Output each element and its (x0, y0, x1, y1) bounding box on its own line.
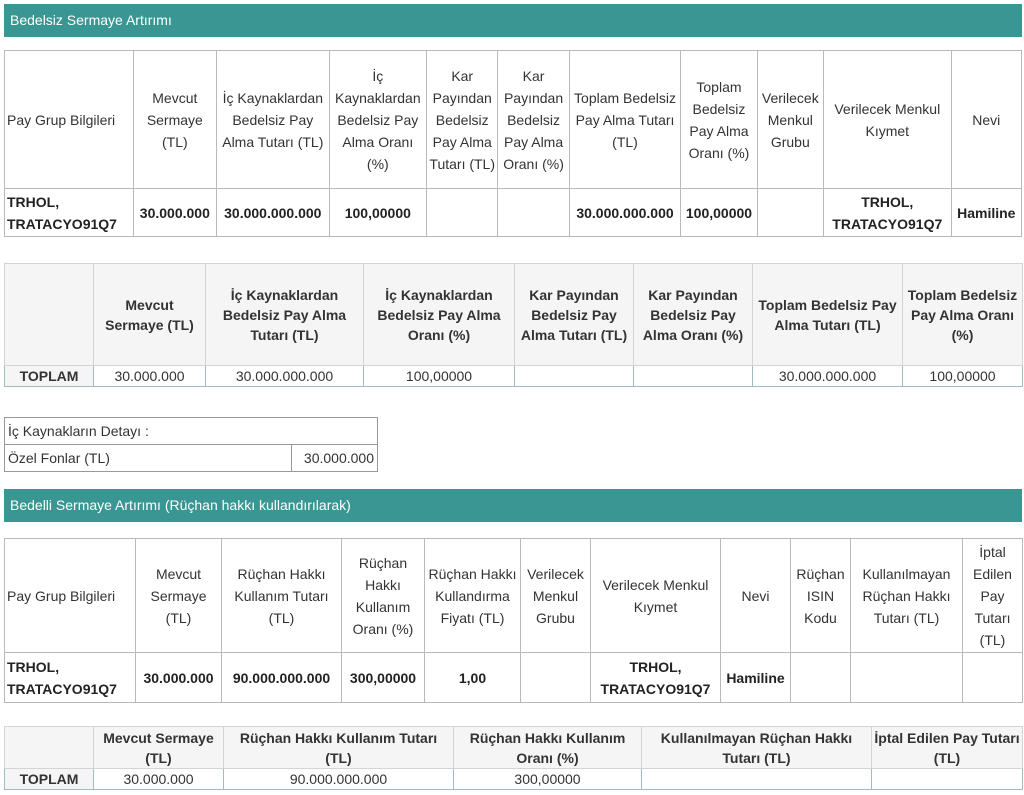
col-header: Verilecek Menkul Kıymet (590, 538, 721, 653)
detail-label: Özel Fonlar (TL) (4, 444, 292, 472)
col-header: Mevcut Sermaye (TL) (135, 538, 222, 653)
col-header: İptal Edilen Pay Tutarı (TL) (871, 726, 1023, 769)
cell: 30.000.000.000 (752, 365, 903, 387)
cell (756, 188, 824, 237)
cell: TRHOL, TRATACYO91Q7 (4, 188, 134, 237)
table-row: TRHOL, TRATACYO91Q7 30.000.000 30.000.00… (4, 188, 1023, 237)
cell (641, 768, 872, 790)
table-header-row: Pay Grup Bilgileri Mevcut Sermaye (TL) İ… (4, 50, 1023, 189)
cell: 100,00000 (363, 365, 515, 387)
cell (962, 652, 1023, 703)
cell: TRHOL, TRATACYO91Q7 (822, 188, 952, 237)
col-header: Pay Grup Bilgileri (4, 538, 136, 653)
total-label: TOPLAM (4, 365, 94, 387)
col-header: Rüçhan Hakkı Kullanım Tutarı (TL) (223, 726, 454, 769)
bedelsiz-summary-table: Mevcut Sermaye (TL) İç Kaynaklardan Bede… (4, 263, 1023, 387)
col-header: Rüçhan Hakkı Kullanım Tutarı (TL) (221, 538, 342, 653)
col-header: Verilecek Menkul Grubu (756, 50, 824, 189)
cell (633, 365, 753, 387)
cell (850, 652, 963, 703)
bedelsiz-table: Pay Grup Bilgileri Mevcut Sermaye (TL) İ… (4, 50, 1023, 237)
table-header-row: Pay Grup Bilgileri Mevcut Sermaye (TL) R… (4, 538, 1023, 653)
col-header: Pay Grup Bilgileri (4, 50, 134, 189)
summary-row: TOPLAM 30.000.000 90.000.000.000 300,000… (4, 768, 1023, 790)
col-header: Kullanılmayan Rüçhan Hakkı Tutarı (TL) (641, 726, 872, 769)
col-header: İç Kaynaklardan Bedelsiz Pay Alma Tutarı… (205, 263, 364, 366)
col-header: Nevi (720, 538, 791, 653)
col-header (4, 726, 94, 769)
section-header-bedelli: Bedelli Sermaye Artırımı (Rüçhan hakkı k… (4, 489, 1022, 522)
cell (497, 188, 570, 237)
cell: 30.000.000 (132, 188, 218, 237)
cell: TRHOL, TRATACYO91Q7 (4, 652, 136, 703)
cell: 90.000.000.000 (223, 768, 454, 790)
cell (790, 652, 851, 703)
cell (520, 652, 591, 703)
col-header: Rüçhan ISIN Kodu (790, 538, 851, 653)
col-header: Rüçhan Hakkı Kullandırma Fiyatı (TL) (424, 538, 521, 653)
col-header: Rüçhan Hakkı Kullanım Oranı (%) (453, 726, 642, 769)
col-header: Nevi (950, 50, 1023, 189)
total-label: TOPLAM (4, 768, 94, 790)
col-header: Verilecek Menkul Kıymet (822, 50, 952, 189)
col-header: Toplam Bedelsiz Pay Alma Oranı (%) (902, 263, 1023, 366)
col-header: Kar Payından Bedelsiz Pay Alma Tutarı (T… (426, 50, 499, 189)
summary-header-row: Mevcut Sermaye (TL) Rüçhan Hakkı Kullanı… (4, 726, 1023, 769)
bedelli-table: Pay Grup Bilgileri Mevcut Sermaye (TL) R… (4, 538, 1023, 703)
summary-row: TOPLAM 30.000.000 30.000.000.000 100,000… (4, 365, 1023, 387)
cell: 100,00000 (680, 188, 758, 237)
col-header: İptal Edilen Pay Tutarı (TL) (962, 538, 1023, 653)
col-header: Verilecek Menkul Grubu (520, 538, 591, 653)
cell: Hamiline (720, 652, 791, 703)
cell (871, 768, 1023, 790)
col-header: İç Kaynaklardan Bedelsiz Pay Alma Oranı … (363, 263, 515, 366)
cell: 30.000.000 (93, 768, 224, 790)
detail-title: İç Kaynakların Detayı : (4, 417, 378, 445)
col-header: Toplam Bedelsiz Pay Alma Tutarı (TL) (568, 50, 682, 189)
cell: 100,00000 (328, 188, 428, 237)
col-header: Mevcut Sermaye (TL) (93, 726, 224, 769)
section-header-bedelsiz: Bedelsiz Sermaye Artırımı (4, 4, 1022, 37)
cell: 1,00 (424, 652, 521, 703)
cell: 30.000.000 (135, 652, 222, 703)
col-header: Kar Payından Bedelsiz Pay Alma Oranı (%) (497, 50, 570, 189)
col-header: Mevcut Sermaye (TL) (132, 50, 218, 189)
detail-value: 30.000.000 (291, 444, 378, 472)
col-header: Toplam Bedelsiz Pay Alma Tutarı (TL) (752, 263, 903, 366)
cell: Hamiline (950, 188, 1023, 237)
cell: 90.000.000.000 (221, 652, 342, 703)
col-header: İç Kaynaklardan Bedelsiz Pay Alma Tutarı… (216, 50, 330, 189)
detail-table: İç Kaynakların Detayı : Özel Fonlar (TL)… (4, 417, 378, 472)
cell: 30.000.000.000 (568, 188, 682, 237)
cell (426, 188, 499, 237)
cell (514, 365, 634, 387)
table-row: TRHOL, TRATACYO91Q7 30.000.000 90.000.00… (4, 652, 1023, 703)
col-header: Kar Payından Bedelsiz Pay Alma Oranı (%) (633, 263, 753, 366)
col-header: Rüçhan Hakkı Kullanım Oranı (%) (341, 538, 425, 653)
bedelli-summary-table: Mevcut Sermaye (TL) Rüçhan Hakkı Kullanı… (4, 726, 1023, 790)
col-header: Kullanılmayan Rüçhan Hakkı Tutarı (TL) (850, 538, 963, 653)
cell: TRHOL, TRATACYO91Q7 (590, 652, 721, 703)
cell: 300,00000 (341, 652, 425, 703)
col-header: İç Kaynaklardan Bedelsiz Pay Alma Oranı … (328, 50, 428, 189)
cell: 300,00000 (453, 768, 642, 790)
cell: 30.000.000 (93, 365, 206, 387)
cell: 30.000.000.000 (216, 188, 330, 237)
col-header: Toplam Bedelsiz Pay Alma Oranı (%) (680, 50, 758, 189)
col-header: Kar Payından Bedelsiz Pay Alma Tutarı (T… (514, 263, 634, 366)
cell: 100,00000 (902, 365, 1023, 387)
col-header (4, 263, 94, 366)
col-header: Mevcut Sermaye (TL) (93, 263, 206, 366)
summary-header-row: Mevcut Sermaye (TL) İç Kaynaklardan Bede… (4, 263, 1023, 366)
cell: 30.000.000.000 (205, 365, 364, 387)
